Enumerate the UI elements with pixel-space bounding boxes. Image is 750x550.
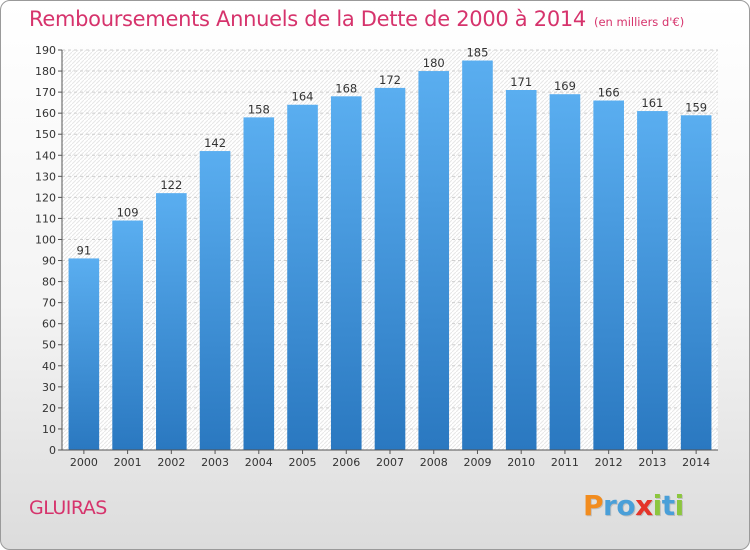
- x-tick-label: 2004: [245, 456, 273, 469]
- y-tick-label: 100: [35, 233, 56, 246]
- commune-name: GLUIRAS: [29, 497, 107, 519]
- y-tick-label: 190: [35, 44, 56, 57]
- y-tick-label: 80: [42, 276, 56, 289]
- x-tick-label: 2006: [332, 456, 360, 469]
- bar-value-label: 166: [598, 86, 620, 100]
- x-tick-label: 2000: [70, 456, 98, 469]
- bar-value-label: 142: [204, 136, 226, 150]
- bar-value-label: 159: [685, 100, 707, 114]
- bar-value-label: 180: [423, 56, 445, 70]
- axes: 0 10 20 30 40 50 60 70 80 90 100 110 120 130 140 150 160…: [35, 44, 718, 469]
- logo-letter: i: [674, 489, 685, 522]
- y-tick-label: 40: [42, 360, 56, 373]
- y-tick-label: 0: [49, 444, 56, 457]
- chart-unit: (en milliers d'€): [594, 15, 685, 29]
- y-tick-label: 180: [35, 65, 56, 78]
- bar-value-label: 164: [292, 90, 314, 104]
- y-tick-label: 130: [35, 170, 56, 183]
- bar: [680, 115, 712, 451]
- bar-value-label: 185: [466, 46, 488, 60]
- bar-value-label: 91: [77, 243, 92, 257]
- bar: [505, 90, 537, 450]
- bar-value-label: 158: [248, 102, 270, 116]
- bar: [287, 104, 318, 450]
- bar-value-label: 171: [510, 75, 532, 89]
- bar: [549, 94, 581, 451]
- proxiti-logo: Proxiti: [583, 489, 684, 522]
- x-tick-label: 2003: [201, 456, 229, 469]
- x-tick-label: 2009: [463, 456, 491, 469]
- chart-title-text: Remboursements Annuels de la Dette de 20…: [29, 7, 586, 31]
- y-tick-label: 90: [42, 255, 56, 268]
- bar: [68, 258, 100, 450]
- y-tick-label: 110: [35, 212, 56, 225]
- x-tick-label: 2010: [507, 456, 535, 469]
- y-tick-label: 150: [35, 128, 56, 141]
- bar: [374, 87, 406, 450]
- bar: [637, 111, 668, 450]
- bar-value-label: 109: [117, 206, 139, 220]
- y-tick-label: 30: [42, 381, 56, 394]
- x-tick-label: 2001: [114, 456, 142, 469]
- bar-value-label: 172: [379, 73, 401, 87]
- bar-value-label: 161: [641, 96, 663, 110]
- x-tick-label: 2011: [551, 456, 579, 469]
- bar: [330, 96, 362, 450]
- y-tick-label: 50: [42, 339, 56, 352]
- logo-letter: x: [635, 489, 653, 522]
- y-tick-label: 20: [42, 402, 56, 415]
- y-tick-label: 160: [35, 107, 56, 120]
- y-tick-label: 140: [35, 149, 56, 162]
- y-tick-label: 170: [35, 86, 56, 99]
- bar: [593, 100, 624, 451]
- x-tick-label: 2008: [420, 456, 448, 469]
- x-tick-label: 2013: [638, 456, 666, 469]
- bar: [462, 60, 493, 451]
- bar: [199, 151, 231, 451]
- logo-letter: i: [652, 489, 663, 522]
- y-tick-label: 60: [42, 318, 56, 331]
- y-tick-label: 70: [42, 297, 56, 310]
- chart-title: Remboursements Annuels de la Dette de 20…: [29, 7, 684, 31]
- x-tick-label: 2005: [289, 456, 317, 469]
- bar-value-label: 122: [160, 178, 182, 192]
- bar: [418, 71, 450, 450]
- bar: [112, 220, 143, 450]
- x-tick-label: 2012: [595, 456, 623, 469]
- bar: [243, 117, 275, 451]
- logo-letter: t: [661, 489, 675, 522]
- bar-value-label: 168: [335, 81, 357, 95]
- y-tick-label: 10: [42, 423, 56, 436]
- bar-value-label: 169: [554, 79, 576, 93]
- x-tick-label: 2002: [157, 456, 185, 469]
- bars: 91 109 122 142 158 164 168 172 180 185 171 169 166 16…: [68, 46, 712, 451]
- logo-letter: r: [603, 489, 617, 522]
- logo-letter: P: [583, 489, 604, 522]
- y-tick-label: 120: [35, 191, 56, 204]
- x-tick-label: 2007: [376, 456, 404, 469]
- x-tick-label: 2014: [682, 456, 710, 469]
- bar: [156, 193, 187, 450]
- logo-letter: o: [616, 489, 636, 522]
